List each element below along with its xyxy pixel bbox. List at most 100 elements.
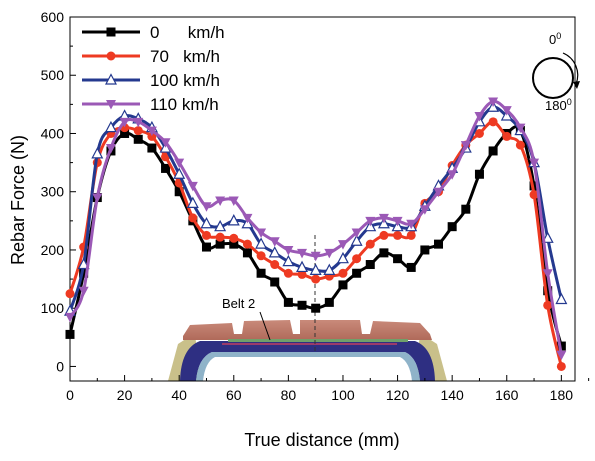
data-point xyxy=(543,300,553,310)
data-point xyxy=(555,292,568,305)
data-point xyxy=(104,120,117,133)
data-point xyxy=(350,234,363,246)
data-point xyxy=(91,147,104,159)
data-point xyxy=(420,245,430,255)
belt-2-annotation-text: Belt 2 xyxy=(222,296,255,311)
data-point xyxy=(324,248,335,259)
data-point xyxy=(242,213,253,224)
belt-2-layer xyxy=(228,339,408,342)
data-point xyxy=(365,239,375,249)
y-tick-label: 0 xyxy=(56,358,64,374)
data-point xyxy=(351,228,362,238)
data-point xyxy=(161,163,171,173)
data-point xyxy=(78,286,89,297)
data-point xyxy=(147,131,157,141)
legend-label: 100 km/h xyxy=(150,71,220,90)
legend-entry: 100 km/h xyxy=(82,71,220,90)
data-point xyxy=(365,260,375,270)
data-point xyxy=(501,106,512,116)
series-3 xyxy=(65,97,567,361)
data-point xyxy=(406,230,416,240)
data-point xyxy=(379,230,389,240)
rotation-arrow xyxy=(562,52,579,85)
legend-swatch-marker xyxy=(106,100,116,110)
series-line xyxy=(68,99,563,356)
legend: 0 km/h 70 km/h 100 km/h 110 km/h xyxy=(82,23,225,114)
data-point xyxy=(488,146,498,156)
series-layer xyxy=(64,97,568,371)
legend-swatch-marker xyxy=(106,27,116,37)
data-point xyxy=(515,140,525,150)
series-1 xyxy=(65,117,566,371)
angle-bottom-label: 1800 xyxy=(545,97,572,113)
data-point xyxy=(556,350,567,361)
data-point xyxy=(270,260,280,270)
data-point xyxy=(242,248,252,258)
data-point xyxy=(433,187,444,198)
data-point xyxy=(474,169,484,179)
x-tick-label: 40 xyxy=(171,387,187,403)
legend-label: 0 km/h xyxy=(150,23,225,42)
data-point xyxy=(255,237,268,249)
data-point xyxy=(256,251,266,261)
data-point xyxy=(105,144,116,154)
data-point xyxy=(515,123,526,134)
x-tick-label: 140 xyxy=(440,387,464,403)
data-point xyxy=(119,117,130,128)
data-point xyxy=(160,138,171,148)
data-point xyxy=(529,158,540,169)
data-point xyxy=(488,117,498,127)
data-point xyxy=(392,216,403,227)
data-point xyxy=(229,239,239,249)
data-point xyxy=(488,97,499,107)
data-point xyxy=(296,260,309,273)
data-point xyxy=(541,231,554,243)
tyre-carcass xyxy=(180,341,435,381)
data-point xyxy=(406,262,416,272)
data-point xyxy=(379,248,389,258)
data-point xyxy=(269,237,280,247)
y-tick-label: 300 xyxy=(41,184,65,200)
y-axis-title: Rebar Force (N) xyxy=(8,135,28,265)
data-point xyxy=(324,297,334,307)
data-point xyxy=(214,219,227,232)
legend-entry: 0 km/h xyxy=(82,23,225,42)
data-point xyxy=(310,251,321,262)
data-point xyxy=(174,187,184,197)
legend-swatch-marker xyxy=(105,73,117,85)
data-point xyxy=(65,329,75,339)
rotation-angle-inset: 00 1800 xyxy=(532,31,580,113)
data-point xyxy=(228,196,239,206)
legend-entry: 110 km/h xyxy=(82,95,219,114)
x-tick-label: 80 xyxy=(281,387,297,403)
y-tick-labels: 0 100 200 300 400 500 600 xyxy=(41,9,65,374)
data-point xyxy=(309,263,322,275)
data-point xyxy=(79,268,89,278)
x-tick-label: 120 xyxy=(386,387,410,403)
legend-label: 70 km/h xyxy=(150,47,220,66)
data-point xyxy=(542,269,553,279)
angle-top-label: 00 xyxy=(549,31,561,47)
x-tick-labels: 0 20 40 60 80 100 120 140 160 180 xyxy=(66,387,573,403)
data-point xyxy=(201,202,212,212)
data-point xyxy=(297,300,307,310)
tyre-cross-section-illustration: Belt 2 xyxy=(168,296,447,381)
data-point xyxy=(270,277,280,287)
plot-frame xyxy=(69,16,576,382)
data-point xyxy=(174,158,185,169)
data-point xyxy=(434,239,444,249)
y-tick-label: 100 xyxy=(41,300,65,316)
series-0 xyxy=(65,125,566,351)
data-point xyxy=(133,134,143,144)
data-point xyxy=(283,297,293,307)
belt-1-layer xyxy=(222,343,397,345)
data-point xyxy=(229,233,239,243)
x-tick-label: 60 xyxy=(226,387,242,403)
data-point xyxy=(474,112,485,122)
data-point xyxy=(337,240,348,250)
data-point xyxy=(133,126,143,136)
data-point xyxy=(268,246,281,258)
data-point xyxy=(460,141,471,151)
data-point xyxy=(92,193,103,204)
tyre-inner-liner xyxy=(196,352,420,381)
